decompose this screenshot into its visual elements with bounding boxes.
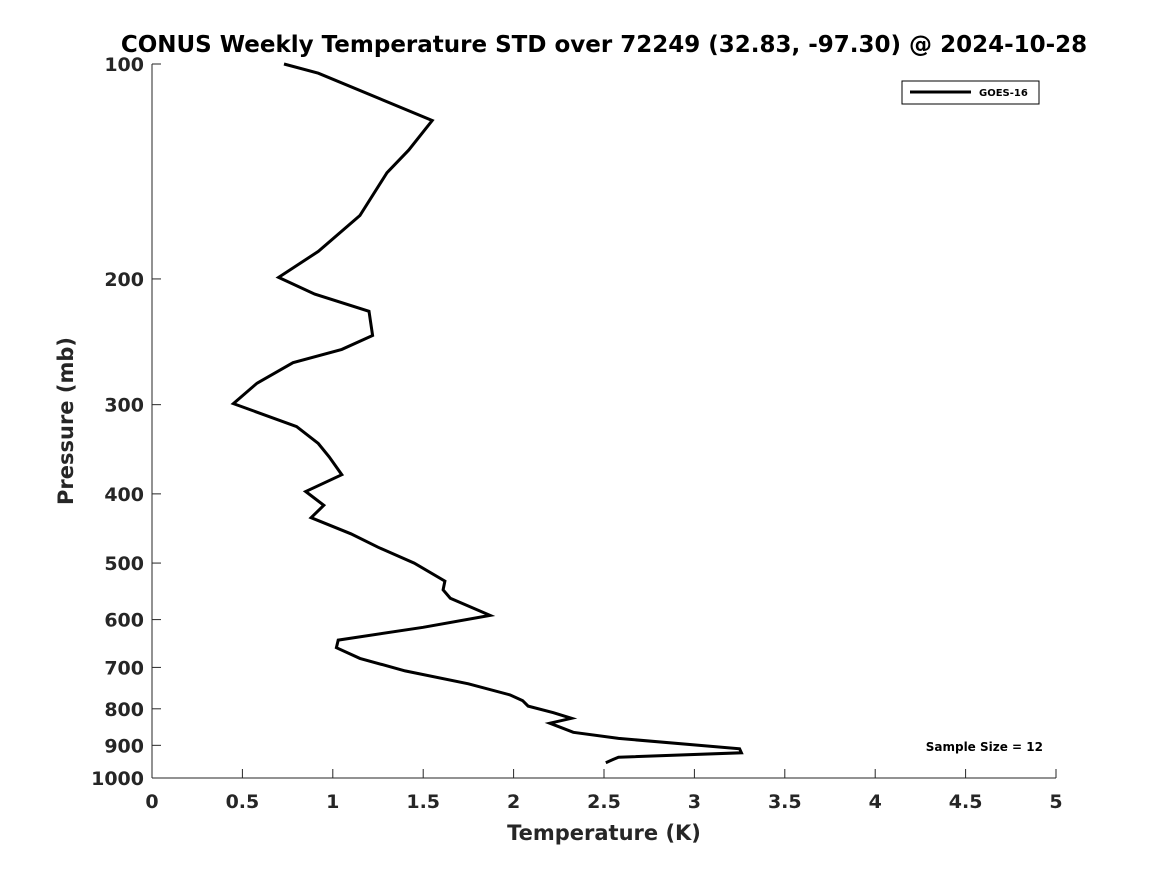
sample-size-annotation: Sample Size = 12 bbox=[926, 740, 1043, 754]
x-tick-label: 1 bbox=[326, 791, 339, 813]
y-axis-ticks: 100 200 300 400 500 600 700 800 900 1000 bbox=[91, 54, 161, 790]
y-tick-label: 700 bbox=[104, 657, 144, 679]
y-tick-label: 1000 bbox=[91, 768, 144, 790]
y-tick-label: 100 bbox=[104, 54, 144, 76]
x-tick-label: 0.5 bbox=[226, 791, 260, 813]
x-tick-label: 3.5 bbox=[768, 791, 802, 813]
series-line-goes-16 bbox=[230, 62, 744, 765]
x-tick-label: 1.5 bbox=[406, 791, 440, 813]
chart-title: CONUS Weekly Temperature STD over 72249 … bbox=[121, 32, 1087, 58]
x-axis-ticks: 0 0.5 1 1.5 2 2.5 3 3.5 4 4.5 5 bbox=[145, 769, 1063, 813]
y-tick-label: 800 bbox=[104, 699, 144, 721]
x-tick-label: 4.5 bbox=[949, 791, 983, 813]
x-tick-label: 0 bbox=[145, 791, 158, 813]
x-tick-label: 2.5 bbox=[587, 791, 621, 813]
y-tick-label: 400 bbox=[104, 484, 144, 506]
y-tick-label: 600 bbox=[104, 610, 144, 632]
series-layer bbox=[230, 62, 744, 765]
x-axis-label: Temperature (K) bbox=[507, 821, 701, 845]
y-tick-label: 300 bbox=[104, 395, 144, 417]
y-tick-label: 500 bbox=[104, 553, 144, 575]
x-tick-label: 2 bbox=[507, 791, 520, 813]
y-tick-label: 200 bbox=[104, 269, 144, 291]
y-axis-label: Pressure (mb) bbox=[54, 337, 78, 505]
legend-label-goes-16: GOES-16 bbox=[979, 88, 1028, 99]
x-tick-label: 3 bbox=[688, 791, 701, 813]
x-tick-label: 5 bbox=[1049, 791, 1062, 813]
x-tick-label: 4 bbox=[869, 791, 882, 813]
y-tick-label: 900 bbox=[104, 735, 144, 757]
legend: GOES-16 bbox=[901, 80, 1040, 105]
